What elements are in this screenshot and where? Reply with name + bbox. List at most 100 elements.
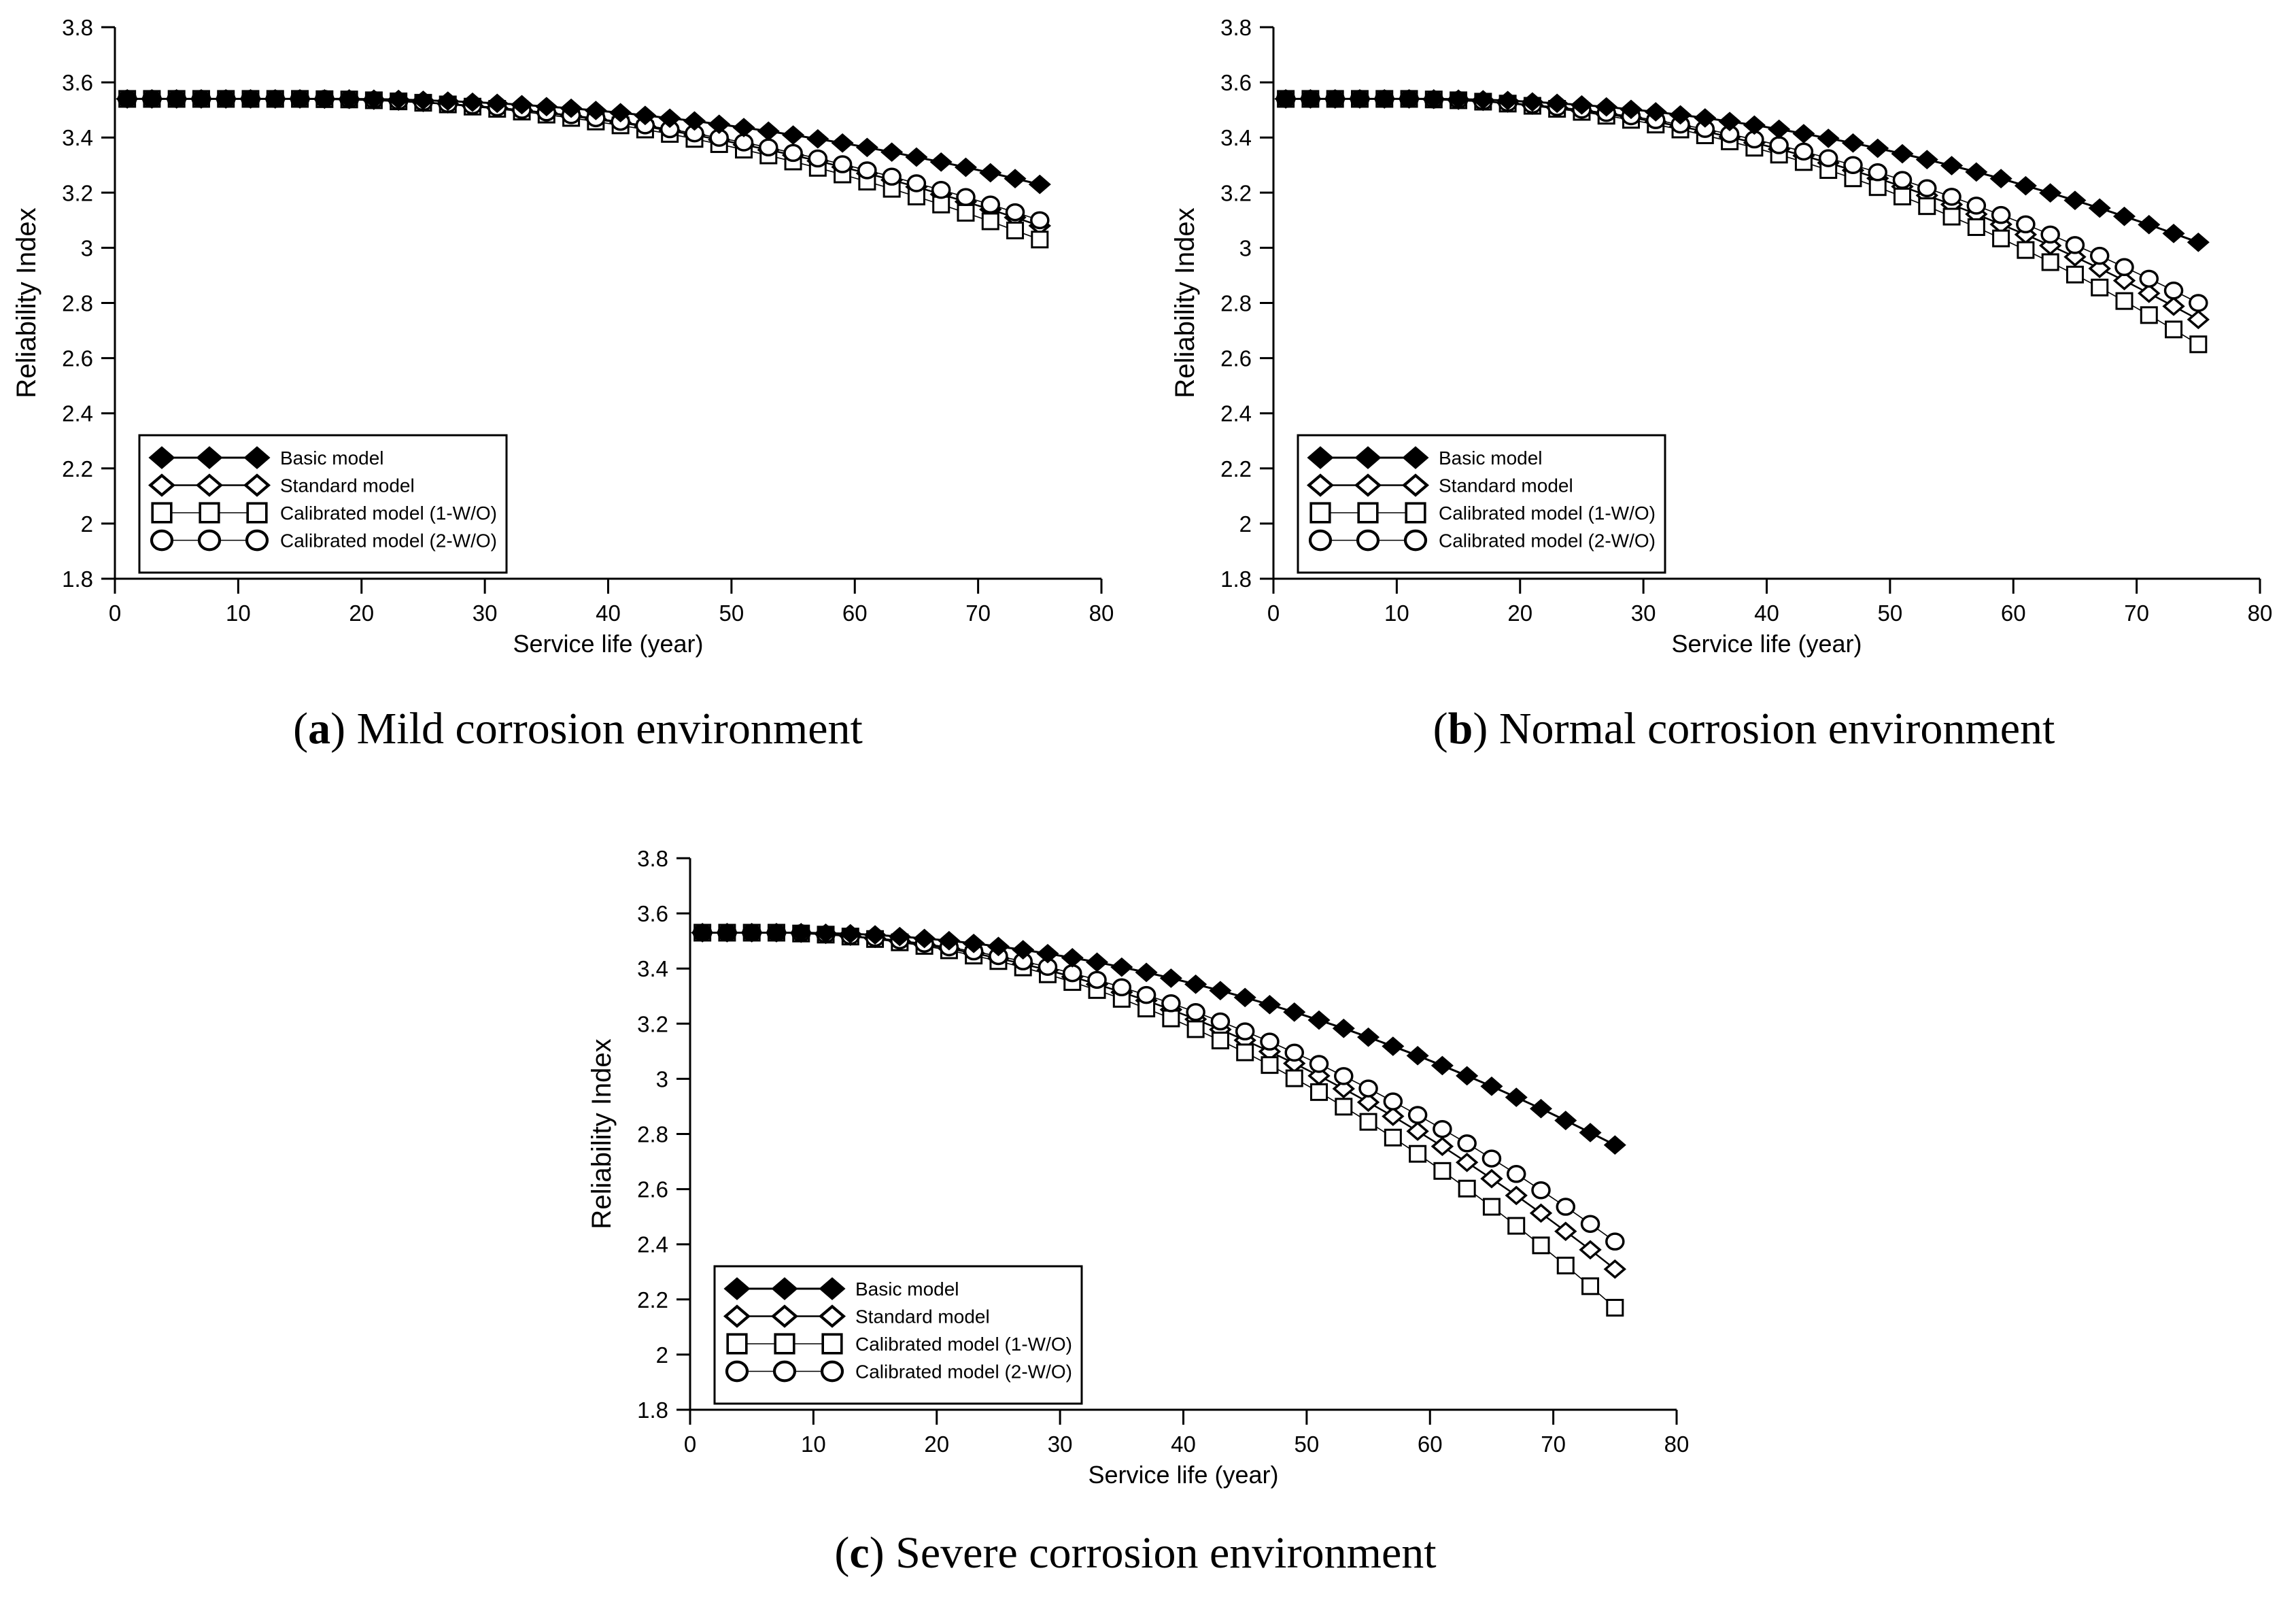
x-axis-label: Service life (year) (1088, 1461, 1278, 1489)
open-circle-marker (1794, 142, 1814, 161)
filled-diamond-marker (2162, 223, 2185, 243)
open-circle-marker (2163, 282, 2184, 300)
filled-diamond-marker (723, 1277, 751, 1300)
filled-diamond-marker (1480, 1077, 1503, 1096)
filled-diamond-marker (190, 89, 213, 109)
legend-label: Basic model (280, 447, 384, 469)
open-circle-marker (808, 149, 828, 168)
open-diamond-marker (1455, 1152, 1479, 1172)
filled-diamond-marker (1644, 102, 1667, 122)
open-circle-marker (1334, 1067, 1354, 1085)
open-square-marker (1581, 1277, 1600, 1295)
legend-label: Calibrated model (2-W/O) (855, 1361, 1072, 1383)
open-circle-marker (1991, 205, 2011, 224)
filled-diamond-marker (2187, 232, 2210, 252)
filled-diamond-marker (634, 105, 657, 126)
x-axis-label: Service life (year) (1671, 630, 1862, 658)
open-circle-marker (931, 180, 951, 199)
filled-diamond-marker (740, 923, 764, 943)
open-square-marker (774, 1333, 795, 1355)
series-line (702, 932, 1615, 1308)
y-tick-label: 3.4 (1220, 125, 1252, 150)
open-circle-marker (2016, 215, 2036, 234)
filled-diamond-marker (535, 97, 558, 117)
filled-diamond-marker (436, 91, 460, 111)
y-tick-label: 3 (656, 1066, 668, 1091)
filled-diamond-marker (1397, 89, 1421, 109)
open-diamond-marker (1554, 1221, 1577, 1241)
series-calibrated-model-1-w-o (693, 924, 1624, 1317)
filled-diamond-marker (1471, 90, 1494, 109)
legend-label: Standard model (280, 475, 415, 496)
open-circle-marker (1358, 1079, 1378, 1098)
filled-diamond-marker (1743, 115, 1766, 135)
filled-diamond-marker (1915, 150, 1938, 169)
open-circle-marker (1112, 978, 1132, 997)
open-square-marker (1310, 1083, 1329, 1101)
open-diamond-marker (818, 1304, 846, 1328)
chart-svg-a: 3.8 3.6 3.4 3.2 3 2.8 2.6 2.4 2.2 2 1.8 0 10 20 30 40 50… (12, 15, 1114, 658)
y-tick-label: 3.2 (62, 180, 93, 205)
filled-diamond-marker (888, 926, 911, 947)
x-axis-label: Service life (year) (513, 630, 703, 658)
open-circle-marker (1210, 1012, 1231, 1031)
filled-diamond-marker (1382, 1036, 1405, 1056)
open-diamond-marker (2138, 284, 2161, 303)
caption-paren-open: ( (834, 1528, 850, 1578)
filled-diamond-marker (288, 89, 311, 109)
open-circle-marker (882, 167, 902, 186)
legend-item-calibrated-model-1-w-o: Calibrated model (1-W/O) (1309, 502, 1656, 524)
open-diamond-marker (1382, 1106, 1405, 1126)
y-tick-label: 2 (1239, 511, 1252, 537)
filled-diamond-marker (1620, 99, 1643, 120)
legend: Basic model Standard model Calibrated mode… (138, 434, 508, 574)
filled-diamond-marker (1354, 446, 1382, 469)
open-circle-marker (1843, 156, 1863, 174)
filled-diamond-marker (1430, 1055, 1454, 1076)
x-tick-label: 60 (2001, 600, 2026, 626)
y-tick-label: 2.4 (62, 401, 93, 426)
open-circle-marker (980, 195, 1001, 214)
x-tick-label: 0 (684, 1432, 696, 1457)
filled-diamond-marker (880, 142, 904, 163)
open-square-marker (1309, 502, 1331, 524)
legend-item-calibrated-model-1-w-o: Calibrated model (1-W/O) (726, 1333, 1072, 1355)
open-diamond-marker (1306, 473, 1335, 497)
x-tick-label: 80 (2248, 600, 2273, 626)
open-square-marker (1409, 1145, 1427, 1163)
filled-diamond-marker (1866, 138, 1889, 158)
open-square-marker (199, 502, 220, 524)
open-square-marker (2066, 265, 2084, 284)
legend-item-standard-model: Standard model (723, 1304, 990, 1328)
filled-diamond-marker (1373, 89, 1396, 109)
open-square-marker (1359, 1113, 1377, 1131)
filled-diamond-marker (782, 125, 805, 145)
filled-diamond-marker (954, 157, 978, 177)
open-circle-marker (906, 174, 927, 192)
filled-diamond-marker (243, 446, 271, 469)
filled-diamond-marker (196, 446, 223, 469)
y-tick-label: 3.4 (637, 956, 668, 981)
y-tick-label: 2 (81, 511, 93, 537)
open-square-marker (1942, 207, 1961, 226)
open-square-marker (2165, 320, 2183, 339)
open-square-marker (1868, 178, 1887, 197)
open-circle-marker (1917, 179, 1937, 198)
open-diamond-marker (770, 1304, 799, 1328)
filled-diamond-marker (1061, 948, 1084, 968)
caption-paren-open: ( (1433, 704, 1448, 753)
filled-diamond-marker (338, 89, 361, 109)
filled-diamond-marker (411, 90, 434, 110)
open-square-marker (1606, 1298, 1624, 1317)
x-tick-label: 30 (1631, 600, 1656, 626)
series-basic-model (691, 923, 1626, 1155)
open-circle-marker (1235, 1022, 1255, 1040)
open-circle-marker (1580, 1215, 1600, 1233)
open-circle-marker (1186, 1003, 1205, 1021)
open-square-marker (2041, 253, 2059, 271)
filled-diamond-marker (1792, 124, 1815, 143)
open-square-marker (1236, 1043, 1254, 1062)
filled-diamond-marker (905, 147, 928, 167)
filled-diamond-marker (987, 936, 1010, 957)
y-axis-label: Reliability Index (587, 1038, 617, 1229)
